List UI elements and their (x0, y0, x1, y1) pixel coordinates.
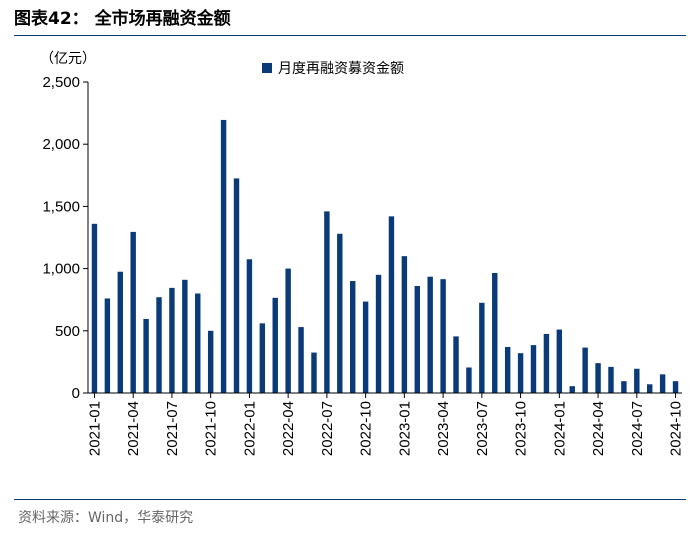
x-tick-label: 2022-04 (280, 401, 297, 456)
bar (647, 384, 653, 393)
bar (569, 386, 575, 393)
bar (595, 363, 601, 393)
bar (362, 301, 369, 393)
bar (440, 279, 446, 393)
bar (117, 271, 123, 393)
y-tick-label: 2,500 (42, 74, 80, 91)
bar (388, 216, 395, 393)
y-tick-label: 1,000 (42, 261, 80, 278)
bar (427, 276, 433, 393)
bar (169, 287, 175, 393)
bar (311, 352, 317, 393)
x-tick-label: 2022-10 (358, 401, 375, 456)
x-tick-label: 2024-07 (629, 401, 646, 456)
bar (259, 323, 266, 393)
bar (504, 346, 511, 393)
header-divider (14, 35, 686, 36)
x-tick-label: 2022-01 (241, 401, 258, 456)
y-axis-unit-label: （亿元） (40, 51, 96, 67)
x-tick-label: 2024-04 (590, 401, 607, 456)
bar (375, 274, 382, 393)
bar (453, 336, 459, 393)
footer-divider (14, 499, 686, 500)
x-tick-label: 2024-01 (551, 401, 568, 456)
x-tick-label: 2023-07 (474, 401, 491, 456)
bar (556, 329, 563, 393)
y-tick-label: 1,500 (42, 198, 80, 215)
bar (285, 268, 291, 393)
bar (337, 233, 343, 393)
x-axis: 2021-01 2021-04 2021-07 2021-10 2022-01 2022-… (86, 392, 685, 456)
bar (634, 368, 640, 393)
bar (220, 119, 227, 393)
y-tick-label: 500 (55, 323, 80, 340)
bar (492, 272, 498, 393)
bar (91, 223, 98, 393)
bar (207, 330, 214, 393)
x-tick-label: 2023-04 (435, 401, 452, 456)
bar (414, 286, 420, 393)
bar (298, 327, 304, 393)
legend: 月度再融资募资金额 (262, 61, 404, 77)
bar (582, 347, 588, 393)
bar-chart: （亿元） 月度再融资募资金额 05001,0001,5002,0002,500 … (40, 51, 685, 456)
bar (621, 381, 627, 393)
bar (659, 374, 666, 393)
x-tick-label: 2021-10 (203, 401, 220, 456)
bar (233, 178, 240, 393)
bar (143, 318, 149, 393)
figure-title: 图表42： 全市场再融资金额 (14, 9, 231, 29)
legend-label: 月度再融资募资金额 (278, 61, 404, 77)
bar (156, 297, 162, 393)
source-note: 资料来源：Wind，华泰研究 (18, 510, 194, 526)
bar (479, 302, 485, 393)
bar (324, 211, 330, 393)
bar (466, 367, 472, 393)
bar (195, 293, 201, 393)
x-tick-label: 2023-01 (396, 401, 413, 456)
bar (246, 259, 253, 393)
bar (543, 333, 550, 393)
x-tick-label: 2023-10 (513, 401, 530, 456)
x-tick-label: 2024-10 (668, 401, 685, 456)
bar (608, 366, 614, 393)
bar (350, 281, 356, 393)
bar (517, 353, 524, 393)
y-axis: 0 500 1,000 1,500 2,000 2,500 (42, 74, 89, 402)
y-tick-label: 2,000 (42, 136, 80, 153)
x-tick-label: 2022-07 (319, 401, 336, 456)
chart-header: 图表42： 全市场再融资金额 (14, 6, 686, 32)
bar (182, 279, 188, 393)
legend-swatch (262, 63, 272, 73)
bar (104, 298, 111, 393)
bar (401, 256, 408, 393)
x-tick-label: 2021-01 (86, 401, 103, 456)
bar-series (91, 119, 679, 393)
x-tick-label: 2021-04 (125, 401, 142, 456)
bar (672, 381, 679, 393)
bar (130, 231, 136, 393)
x-tick-label: 2021-07 (164, 401, 181, 456)
bar (530, 345, 537, 393)
bar (272, 297, 278, 393)
y-tick-label: 0 (72, 385, 80, 402)
